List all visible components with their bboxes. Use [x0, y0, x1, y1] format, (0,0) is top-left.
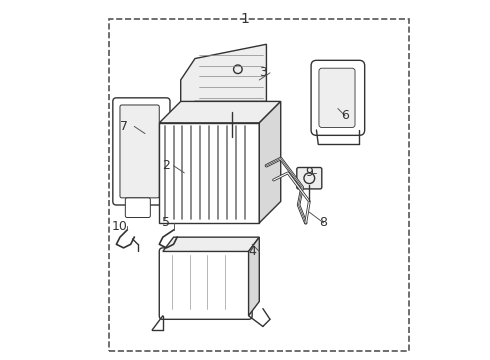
FancyBboxPatch shape [125, 198, 150, 217]
Text: 7: 7 [120, 120, 127, 133]
Text: 9: 9 [305, 166, 313, 179]
Text: 1: 1 [241, 12, 249, 26]
Bar [159, 123, 259, 223]
Polygon shape [159, 102, 281, 123]
Polygon shape [259, 102, 281, 223]
Text: 10: 10 [112, 220, 128, 233]
Text: 8: 8 [319, 216, 328, 229]
Bar [109, 19, 409, 351]
FancyBboxPatch shape [311, 60, 365, 135]
Text: 2: 2 [163, 159, 171, 172]
Text: 5: 5 [162, 216, 171, 229]
Bar [229, 137, 236, 144]
FancyBboxPatch shape [113, 98, 170, 205]
Text: 3: 3 [259, 66, 267, 79]
Text: 6: 6 [341, 109, 349, 122]
FancyBboxPatch shape [297, 167, 322, 189]
FancyBboxPatch shape [120, 105, 159, 198]
FancyBboxPatch shape [319, 68, 355, 127]
Text: 4: 4 [248, 245, 256, 258]
Polygon shape [163, 237, 259, 251]
FancyBboxPatch shape [159, 248, 252, 319]
Polygon shape [248, 237, 259, 316]
Polygon shape [181, 44, 267, 123]
